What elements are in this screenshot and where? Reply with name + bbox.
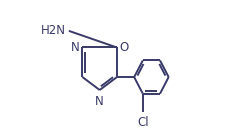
Text: O: O <box>120 41 129 54</box>
Text: H2N: H2N <box>41 24 66 37</box>
Text: N: N <box>95 95 104 108</box>
Text: N: N <box>71 41 80 54</box>
Text: Cl: Cl <box>137 116 149 129</box>
